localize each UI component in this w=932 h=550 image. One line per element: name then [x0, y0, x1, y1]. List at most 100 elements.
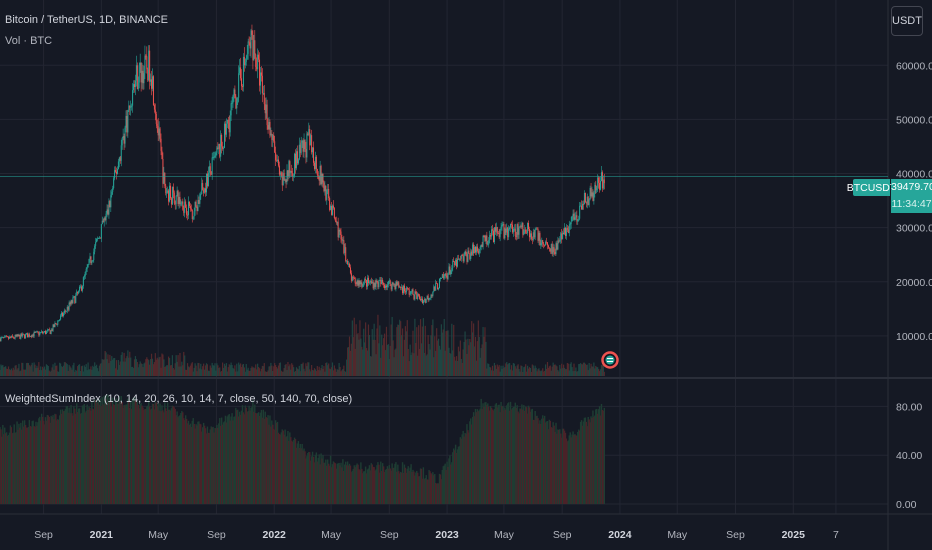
volume-bar [560, 368, 562, 376]
candle-body [60, 315, 62, 320]
indicator-bar [100, 406, 103, 504]
candle-body [48, 329, 50, 331]
volume-bar [189, 365, 191, 376]
indicator-bar [145, 409, 147, 504]
candle-body [405, 287, 407, 293]
candle-body [326, 190, 328, 200]
indicator-bar [421, 478, 424, 504]
volume-legend[interactable]: Vol · BTC [5, 35, 53, 47]
indicator-bar [75, 413, 77, 504]
candle-body [55, 323, 57, 324]
indicator-bar [189, 423, 192, 504]
volume-bar [574, 371, 576, 376]
volume-bar [496, 364, 498, 376]
volume-bar [92, 365, 94, 376]
candle-body [486, 235, 488, 245]
indicator-bar [327, 463, 330, 504]
volume-bar [441, 332, 443, 376]
volume-bar [566, 362, 568, 376]
candle-body [489, 235, 491, 241]
candle-body [258, 54, 260, 60]
volume-bar [599, 369, 602, 376]
volume-bar [39, 370, 41, 376]
candle-body [412, 289, 414, 295]
volume-bar [127, 350, 129, 376]
candle-body [61, 312, 63, 316]
indicator-bar [167, 409, 170, 504]
candle-body [481, 244, 483, 247]
indicator-bar [149, 409, 152, 504]
candle-body [429, 297, 431, 299]
candle-body [65, 310, 67, 312]
indicator-bar [494, 404, 497, 504]
candle-body [331, 206, 333, 215]
indicator-histogram [0, 394, 606, 504]
candle-body [449, 266, 451, 275]
indicator-bar [157, 403, 159, 504]
volume-bar [198, 363, 200, 376]
indicator-bar [528, 407, 531, 504]
candle-body [113, 178, 115, 189]
volume-bar [468, 345, 470, 376]
alert-marker-icon[interactable] [601, 351, 619, 369]
indicator-bar [339, 465, 341, 504]
candle-body [411, 289, 413, 292]
indicator-bar [582, 421, 585, 504]
candle-body [4, 336, 6, 338]
symbol-title[interactable]: Bitcoin / TetherUS, 1D, BINANCE [5, 14, 169, 26]
volume-bar [312, 370, 315, 376]
time-axis-label: 2021 [90, 529, 114, 541]
indicator-bar [333, 462, 336, 504]
volume-bar [156, 357, 158, 376]
candle-body [512, 228, 514, 233]
volume-bar [408, 361, 410, 376]
indicator-bar [114, 401, 117, 504]
indicator-bar [288, 440, 290, 504]
volume-bar [279, 362, 281, 376]
volume-bar [185, 369, 187, 376]
volume-bar [549, 365, 551, 376]
candle-body [416, 293, 418, 299]
time-axis-label: 7 [833, 529, 839, 541]
volume-bar [73, 362, 75, 376]
indicator-bar [437, 483, 440, 504]
indicator-bar [548, 419, 551, 504]
indicator-bar [531, 408, 534, 504]
indicator-legend[interactable]: WeightedSumIndex (10, 14, 20, 26, 10, 14… [5, 393, 353, 405]
indicator-bar [375, 469, 377, 504]
candle-body [557, 240, 559, 250]
indicator-bar [453, 448, 455, 504]
indicator-bar [406, 468, 408, 504]
volume-bar [44, 369, 47, 376]
volume-bar [602, 365, 604, 376]
candle-body [284, 179, 286, 181]
indicator-bar [424, 478, 426, 504]
candle-body [336, 221, 338, 223]
indicator-bar [215, 428, 217, 504]
volume-bar [196, 371, 198, 376]
candle-body [202, 183, 204, 190]
volume-bar [334, 368, 336, 376]
volume-bar [402, 356, 405, 376]
candle-body [81, 285, 83, 291]
indicator-bar [163, 412, 165, 504]
indicator-bar [572, 431, 574, 504]
indicator-bar [237, 416, 240, 504]
candle-body [269, 121, 271, 136]
volume-bar [55, 365, 57, 376]
indicator-bar [559, 429, 561, 504]
indicator-bar [534, 410, 536, 504]
volume-bar [74, 371, 76, 376]
volume-bar [25, 363, 28, 376]
indicator-bar [564, 432, 567, 504]
volume-bar [83, 365, 85, 376]
indicator-bar [575, 435, 577, 504]
volume-bar [51, 367, 53, 376]
volume-bar [50, 370, 52, 376]
indicator-bar [387, 468, 390, 504]
currency-button[interactable]: USDT [891, 6, 923, 36]
candle-body [304, 140, 306, 149]
indicator-bar [522, 409, 524, 504]
volume-bar [259, 371, 262, 376]
